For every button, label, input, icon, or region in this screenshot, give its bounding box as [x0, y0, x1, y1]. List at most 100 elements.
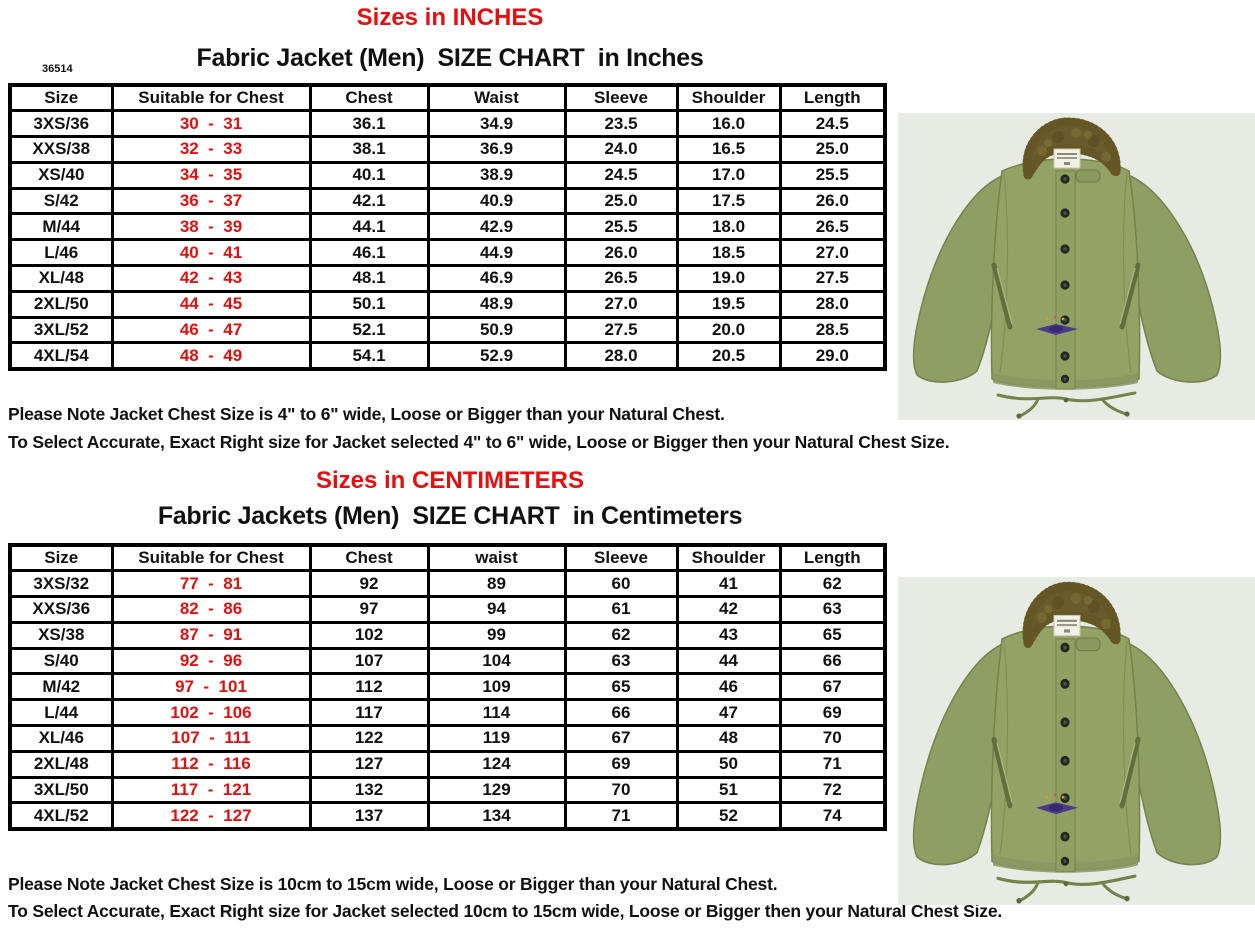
size-cell: 46	[675, 672, 782, 702]
size-row: 2XL/48 112 - 116 127 124 69 50 71	[8, 749, 887, 779]
size-row: XS/40 34 - 35 40.1 38.9 24.5 17.0 25.5	[8, 160, 887, 190]
jacket-right-pocket	[1119, 736, 1141, 809]
size-cell: 87 - 91	[110, 620, 312, 650]
jacket-drawstring	[996, 874, 1137, 904]
size-cell: 42.1	[308, 186, 430, 216]
section-heading-inches: Sizes in INCHES	[356, 4, 544, 31]
size-cell: 124	[426, 749, 567, 779]
size-cell: 69	[563, 749, 679, 779]
size-cell: 25.0	[778, 135, 887, 164]
size-cell: 50	[675, 749, 782, 779]
size-cell: 38.1	[308, 135, 430, 164]
size-row: XL/46 107 - 111 122 119 67 48 70	[8, 724, 887, 753]
column-header: Length	[778, 543, 887, 573]
size-cell: 67	[563, 724, 679, 753]
size-cell: 52	[675, 801, 782, 831]
size-cell: 19.0	[675, 264, 782, 293]
size-cell: 38.9	[426, 160, 567, 190]
size-cell: 44	[675, 646, 782, 676]
size-row: M/44 38 - 39 44.1 42.9 25.5 18.0 26.5	[8, 212, 887, 242]
size-cell: 66	[778, 646, 887, 676]
size-cell: S/40	[8, 646, 114, 676]
column-header: Suitable for Chest	[110, 543, 312, 573]
size-row: 3XS/32 77 - 81 92 89 60 41 62	[8, 569, 887, 599]
note-centimeters-2: To Select Accurate, Exact Right size for…	[8, 901, 1003, 921]
size-cell: 71	[778, 749, 887, 779]
size-cell: 50.9	[426, 315, 567, 345]
size-cell: 36.1	[308, 109, 430, 139]
size-cell: 4XL/54	[8, 341, 114, 371]
size-cell: 3XL/52	[8, 315, 114, 345]
size-cell: 99	[426, 620, 567, 650]
size-row: 3XS/36 30 - 31 36.1 34.9 23.5 16.0 24.5	[8, 109, 887, 139]
size-cell: 20.0	[675, 315, 782, 345]
size-cell: 24.0	[563, 135, 679, 164]
size-cell: 44.9	[426, 238, 567, 268]
size-cell: 42	[675, 595, 782, 624]
size-cell: 36.9	[426, 135, 567, 164]
column-header: Shoulder	[675, 83, 782, 113]
size-row: XXS/38 32 - 33 38.1 36.9 24.0 16.5 25.0	[8, 135, 887, 164]
size-cell: 122 - 127	[110, 801, 312, 831]
size-cell: 17.5	[675, 186, 782, 216]
size-cell: 89	[426, 569, 567, 599]
size-cell: M/42	[8, 672, 114, 702]
note-inches-1: Please Note Jacket Chest Size is 4" to 6…	[8, 404, 725, 424]
header-row: Size Suitable for Chest Chest Waist Sleeve Sh…	[8, 83, 887, 113]
size-cell: 60	[563, 569, 679, 599]
size-cell: 117	[308, 698, 430, 728]
size-row: M/42 97 - 101 112 109 65 46 67	[8, 672, 887, 702]
size-cell: 62	[778, 569, 887, 599]
jacket-photo-centimeters	[898, 577, 1255, 905]
size-cell: 92 - 96	[110, 646, 312, 676]
jacket-right-sleeve	[1127, 173, 1222, 383]
size-cell: 27.5	[778, 264, 887, 293]
size-cell: 34.9	[426, 109, 567, 139]
jacket-chin-strap	[1075, 637, 1101, 652]
size-cell: 25.5	[778, 160, 887, 190]
size-cell: 48.9	[426, 289, 567, 319]
size-cell: 114	[426, 698, 567, 728]
size-cell: 52.9	[426, 341, 567, 371]
size-cell: 107	[308, 646, 430, 676]
size-cell: 122	[308, 724, 430, 753]
size-cell: 134	[426, 801, 567, 831]
column-header: Shoulder	[675, 543, 782, 573]
column-header: Length	[778, 83, 887, 113]
size-cell: 52.1	[308, 315, 430, 345]
size-cell: 41	[675, 569, 782, 599]
jacket-neck-label	[1053, 148, 1081, 169]
size-cell: 28.0	[563, 341, 679, 371]
jacket-emblem	[1036, 793, 1078, 815]
size-cell: 42.9	[426, 212, 567, 242]
size-cell: 26.5	[563, 264, 679, 293]
size-cell: XS/38	[8, 620, 114, 650]
jacket-right-sleeve	[1127, 642, 1222, 866]
jacket-placket	[1055, 170, 1076, 390]
size-cell: 69	[778, 698, 887, 728]
size-cell: 19.5	[675, 289, 782, 319]
column-header: Waist	[426, 83, 567, 113]
size-cell: 40 - 41	[110, 238, 312, 268]
size-cell: XXS/36	[8, 595, 114, 624]
size-chart-inches: Size Suitable for Chest Chest Waist Sleeve Sh…	[8, 83, 887, 371]
size-cell: 50.1	[308, 289, 430, 319]
size-row: 4XL/54 48 - 49 54.1 52.9 28.0 20.5 29.0	[8, 341, 887, 371]
jacket-drawstring	[996, 391, 1137, 419]
size-cell: 67	[778, 672, 887, 702]
table-title-centimeters: Fabric Jackets (Men) SIZE CHART in Centi…	[157, 502, 743, 530]
size-cell: 66	[563, 698, 679, 728]
size-cell: 16.0	[675, 109, 782, 139]
header-row: Size Suitable for Chest Chest waist Sleeve Sh…	[8, 543, 887, 573]
size-cell: 36 - 37	[110, 186, 312, 216]
size-cell: 17.0	[675, 160, 782, 190]
size-cell: 48	[675, 724, 782, 753]
item-code: 36514	[42, 63, 73, 75]
size-cell: 119	[426, 724, 567, 753]
size-cell: 20.5	[675, 341, 782, 371]
size-cell: 42 - 43	[110, 264, 312, 293]
jacket-left-pocket	[991, 736, 1013, 809]
size-cell: 34 - 35	[110, 160, 312, 190]
size-row: L/46 40 - 41 46.1 44.9 26.0 18.5 27.0	[8, 238, 887, 268]
column-header: Size	[8, 543, 114, 573]
